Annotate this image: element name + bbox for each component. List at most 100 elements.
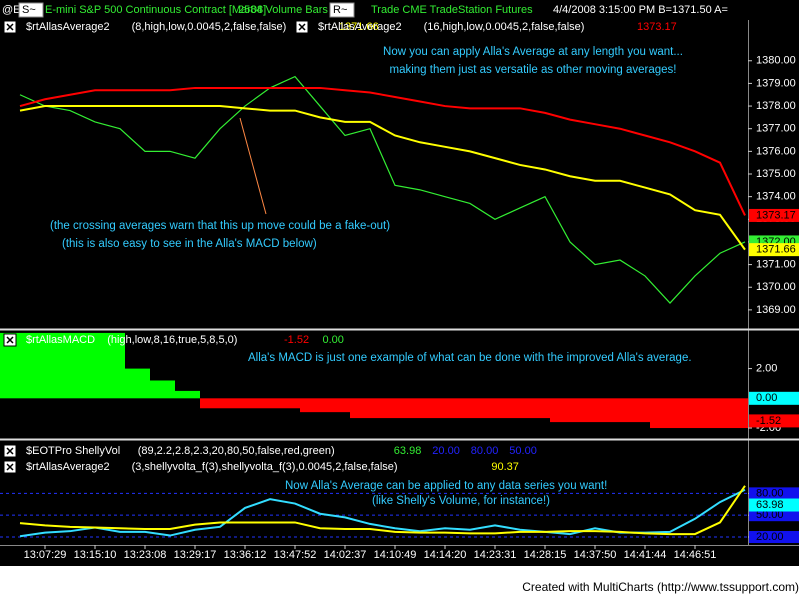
histogram-bar: [650, 398, 675, 429]
series-line: [19, 105, 746, 251]
y-tick-label: 1380.00: [756, 55, 796, 67]
panel: 2.00-2.000.00-1.52$rtAllasMACD (high,low,…: [0, 332, 799, 434]
annotation: making them just as versatile as other m…: [390, 64, 677, 76]
histogram-bar: [325, 398, 350, 413]
x-tick-label: 14:10:49: [374, 549, 417, 561]
x-tick-label: 13:23:08: [124, 549, 167, 561]
y-tick-label: 1379.00: [756, 77, 796, 89]
histogram-bar: [625, 398, 650, 423]
histogram-bar: [250, 398, 275, 409]
x-tick-label: 13:15:10: [74, 549, 117, 561]
histogram-bar: [400, 398, 425, 419]
axis-marker: [749, 498, 799, 512]
menu-box: [18, 2, 44, 18]
legend-readout: 1373.17: [637, 21, 677, 33]
histogram-bar: [675, 398, 700, 429]
histogram-bar: [600, 398, 625, 423]
y-tick-label: 1378.00: [756, 100, 796, 112]
legend-params: (8,high,low,0.0045,2,false,false): [132, 21, 287, 33]
x-tick-label: 14:02:37: [324, 549, 367, 561]
histogram-bar: [575, 398, 600, 423]
axis-marker: [749, 243, 799, 257]
y-tick-label: 50.00: [756, 509, 784, 521]
legend-params: (3,shellyvolta_f(3),shellyvolta_f(3),0.0…: [132, 461, 398, 473]
header-description: E-mini S&P 500 Continuous Contract [Mar0…: [45, 4, 266, 16]
axis-marker-label: 1371.66: [756, 244, 796, 256]
axis-marker: [749, 414, 799, 428]
chart-background: [0, 0, 799, 566]
axis-marker-label: 1373.17: [756, 209, 796, 221]
header-feed: Trade CME TradeStation Futures: [371, 4, 533, 16]
y-tick-label: 20.00: [756, 531, 784, 543]
legend-readout: 1371.66: [339, 21, 379, 33]
legend-readout: 0.00: [323, 334, 344, 346]
annotation: Now Alla's Average can be applied to any…: [285, 480, 607, 492]
x-tick-label: 14:14:20: [424, 549, 467, 561]
histogram-bar: [450, 398, 475, 419]
header-realtime-menu: R~: [333, 4, 347, 16]
x-tick-label: 13:36:12: [224, 549, 267, 561]
y-tick-label: 1375.00: [756, 168, 796, 180]
histogram-bar: [425, 398, 450, 419]
x-tick-label: 14:28:15: [524, 549, 567, 561]
close-icon: [6, 336, 14, 344]
legend-name: $rtAllasMACD: [26, 334, 95, 346]
axis-marker-label: 0.00: [756, 392, 777, 404]
legend-readout: -1.52: [284, 334, 309, 346]
y-tick-label: 1371.00: [756, 258, 796, 270]
histogram-bar: [550, 398, 575, 423]
series-line: [19, 485, 746, 536]
histogram-bar: [725, 398, 748, 429]
y-tick-label: 80.00: [756, 487, 784, 499]
annotation-pointer: [239, 117, 267, 215]
axis-marker: [749, 208, 799, 222]
x-tick-label: 13:47:52: [274, 549, 317, 561]
histogram-bar: [175, 390, 200, 399]
legend-readout: 20.00: [432, 445, 460, 457]
series-line: [19, 75, 746, 304]
y-tick-box: [749, 509, 799, 522]
histogram-bar: [475, 398, 500, 419]
header-bars: 2584 Volume Bars: [238, 4, 328, 16]
histogram-bar: [225, 398, 250, 409]
x-tick-label: 14:46:51: [674, 549, 717, 561]
histogram-bar: [500, 398, 525, 419]
histogram-bar: [100, 332, 125, 399]
annotation: (this is also easy to see in the Alla's …: [62, 238, 317, 250]
histogram-bar: [150, 380, 175, 399]
axis-marker-label: 63.98: [756, 499, 784, 511]
legend-name: $rtAllasAverage2: [26, 461, 110, 473]
footer: Created with MultiCharts (http://www.tss…: [522, 580, 799, 594]
plot-area: [0, 485, 748, 538]
axis-marker: [749, 391, 799, 405]
histogram-bar: [375, 398, 400, 419]
panel: 80.00 50.00 20.00 63.98 $EOTPro ShellyVol (89…: [0, 445, 799, 561]
y-tick-box: [749, 487, 799, 500]
close-icon: [6, 447, 14, 455]
x-tick-label: 14:37:50: [574, 549, 617, 561]
histogram-bar: [200, 398, 225, 409]
header-symbol-menu: S~: [22, 4, 36, 16]
histogram-bar: [525, 398, 550, 419]
y-tick-label: 1370.00: [756, 281, 796, 293]
close-icon: [298, 23, 306, 31]
annotation: (like Shelly's Volume, for instance!): [372, 495, 550, 507]
close-icon: [6, 463, 14, 471]
plot-area: [0, 332, 748, 429]
histogram-bar: [75, 332, 100, 399]
y-tick-label: 1369.00: [756, 304, 796, 316]
histogram-bar: [125, 368, 150, 399]
annotation: Now you can apply Alla's Average at any …: [383, 46, 683, 58]
histogram-bar: [350, 398, 375, 419]
histogram-bar: [50, 332, 75, 399]
legend-readout: 50.00: [509, 445, 537, 457]
axis-marker-label: -1.52: [756, 415, 781, 427]
histogram-bar: [25, 332, 50, 399]
y-tick-label: 2.00: [756, 363, 777, 375]
histogram-bar: [275, 398, 300, 409]
legend-params: (16,high,low,0.0045,2,false,false): [424, 21, 585, 33]
annotation: Alla's MACD is just one example of what …: [248, 352, 692, 364]
panel: 1369.001370.001371.001372.001373.001374.…: [19, 21, 799, 316]
legend-params: (high,low,8,16,true,5,8,5,0): [107, 334, 237, 346]
